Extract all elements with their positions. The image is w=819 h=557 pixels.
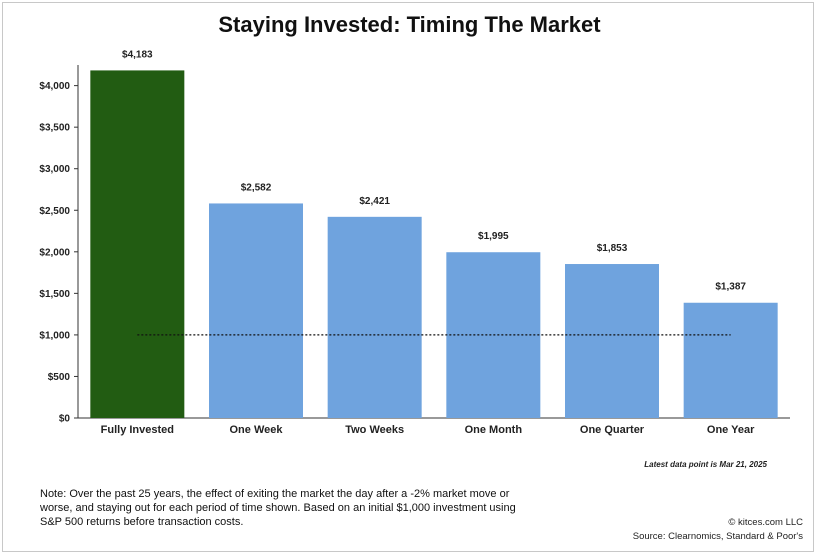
y-tick-label: $500 [48, 372, 71, 383]
source-text: Source: Clearnomics, Standard & Poor's [632, 531, 803, 542]
bar-one-quarter [565, 264, 659, 418]
x-tick-label: One Year [707, 424, 755, 436]
bar-value-label: $4,183 [122, 49, 153, 60]
bar-fully-invested [90, 70, 185, 418]
x-tick-label: One Week [230, 424, 284, 436]
latest-data-note: Latest data point is Mar 21, 2025 [644, 460, 767, 469]
y-tick-label: $2,500 [39, 206, 70, 217]
y-tick-label: $0 [59, 414, 71, 425]
chart-axes: $0 $500 $1,000 $1,500 $2,000 $2,500 $3,000 $3,5… [39, 65, 790, 425]
bar-value-label: $1,995 [478, 231, 509, 242]
bar-value-label: $2,421 [359, 196, 390, 207]
bar-one-year [683, 302, 778, 418]
chart-title: Staying Invested: Timing The Market [218, 12, 601, 37]
y-tick-label: $1,500 [39, 289, 70, 300]
bar-value-label: $2,582 [241, 182, 272, 193]
chart-bars [90, 70, 778, 418]
x-tick-label: One Month [465, 424, 523, 436]
x-tick-label: Two Weeks [345, 424, 404, 436]
y-tick-label: $2,000 [39, 247, 70, 258]
footnote: Note: Over the past 25 years, the effect… [40, 488, 516, 528]
bar-value-label: $1,853 [597, 243, 628, 254]
y-tick-label: $3,000 [39, 164, 70, 175]
y-tick-label: $3,500 [39, 123, 70, 134]
bar-two-weeks [327, 216, 422, 418]
x-tick-label: Fully Invested [101, 424, 174, 436]
bar-value-label: $1,387 [715, 282, 746, 293]
x-tick-label: One Quarter [580, 424, 645, 436]
copyright-text: © kitces.com LLC [728, 517, 803, 528]
chart-labels: $4,183 Fully Invested $2,582 One Week $2,421… [101, 49, 755, 436]
y-tick-label: $4,000 [39, 81, 70, 92]
y-tick-label: $1,000 [39, 330, 70, 341]
bar-one-week [209, 203, 303, 418]
